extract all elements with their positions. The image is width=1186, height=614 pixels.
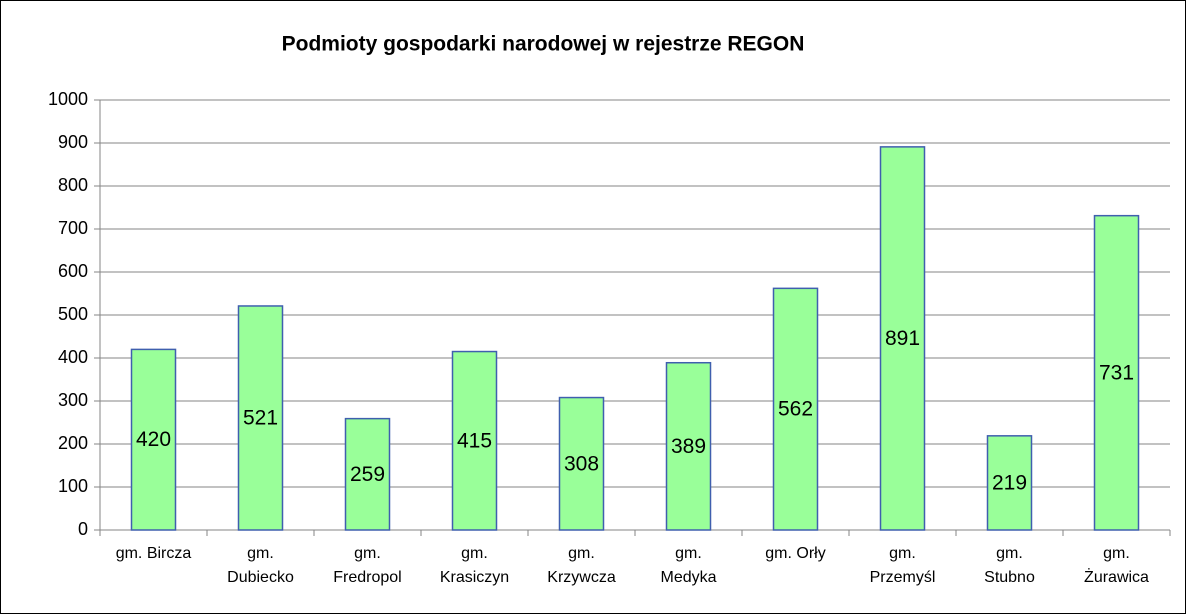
y-tick-label: 600 [58,261,88,281]
data-label: 389 [671,435,706,458]
bar [451,350,498,531]
data-label: 415 [457,429,492,452]
y-tick-label: 500 [58,304,88,324]
x-tick-label: gm. Medyka [660,545,717,586]
y-tick-label: 100 [58,476,88,496]
y-tick-label: 800 [58,175,88,195]
data-label: 308 [564,452,599,475]
y-tick-label: 400 [58,347,88,367]
x-tick-label: gm. Orły [765,545,826,562]
bar [558,396,605,531]
y-tick-label: 1000 [48,89,88,109]
y-tick-label: 300 [58,390,88,410]
y-tick-label: 700 [58,218,88,238]
y-tick-label: 900 [58,132,88,152]
chart-title: Podmioty gospodarki narodowej w rejestrz… [282,33,805,56]
data-label: 562 [778,398,813,421]
data-label: 420 [136,428,171,451]
bar [986,435,1033,531]
y-tick-label: 0 [78,519,88,539]
bar [879,146,926,531]
x-tick-label: gm. Żurawica [1084,545,1149,586]
x-tick-label: gm. Bircza [115,545,192,562]
bar [772,287,819,531]
data-label: 521 [243,407,278,430]
bar [344,417,391,531]
x-tick-label: gm. Krzywcza [547,545,616,586]
data-label: 259 [350,463,385,486]
x-tick-label: gm. Przemyśl [869,545,936,586]
bar [1093,214,1140,531]
bar [130,348,177,531]
y-tick-label: 200 [58,433,88,453]
x-tick-label: gm. Stubno [984,545,1035,586]
x-tick-label: gm. Krasiczyn [439,545,510,586]
data-label: 219 [992,471,1027,494]
x-tick-label: gm. Dubiecko [227,545,294,586]
x-tick-label: gm. Fredropol [333,545,402,586]
data-label: 731 [1099,361,1134,384]
bar [237,305,284,531]
bar [665,361,712,531]
data-label: 891 [885,327,920,350]
